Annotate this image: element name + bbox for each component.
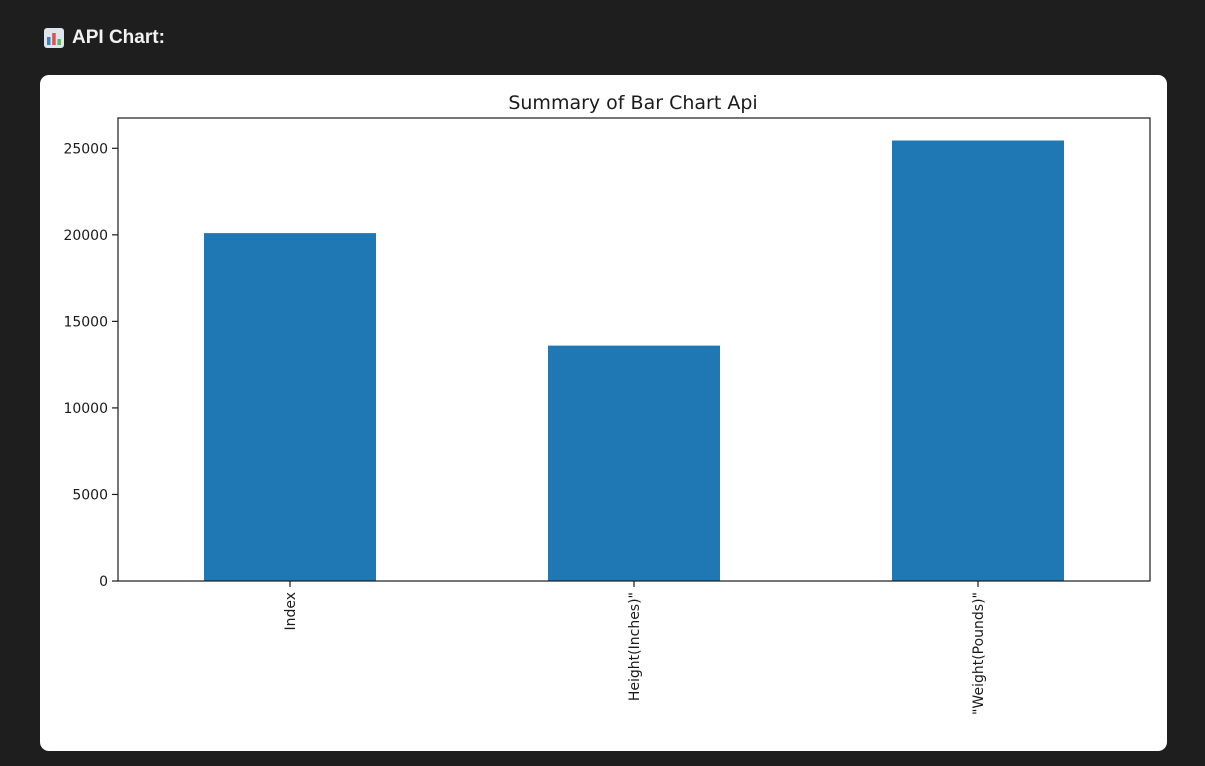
plot-frame bbox=[117, 117, 1151, 582]
y-tick-label: 5000 bbox=[72, 487, 108, 503]
chart-card: Summary of Bar Chart Api 0 5000 10000 15000… bbox=[40, 75, 1167, 751]
bar bbox=[892, 140, 1064, 582]
y-tick-label: 0 bbox=[99, 574, 108, 590]
x-tick-label: Index bbox=[283, 592, 299, 631]
bar bbox=[548, 345, 720, 581]
bar bbox=[204, 233, 376, 581]
chart-title: Summary of Bar Chart Api bbox=[508, 92, 757, 114]
page-title: API Chart: bbox=[72, 27, 165, 48]
chart-header: API Chart: bbox=[44, 27, 165, 49]
bar-chart-icon bbox=[44, 28, 64, 48]
x-tick-label: "Weight(Pounds)" bbox=[971, 592, 987, 715]
y-tick-label: 25000 bbox=[63, 141, 108, 157]
bar-chart: Summary of Bar Chart Api 0 5000 10000 15000… bbox=[63, 92, 1151, 715]
y-tick-label: 10000 bbox=[63, 401, 108, 417]
y-tick-label: 20000 bbox=[63, 228, 108, 244]
y-tick-label: 15000 bbox=[63, 314, 108, 330]
x-tick-label: Height(Inches)" bbox=[627, 592, 643, 701]
